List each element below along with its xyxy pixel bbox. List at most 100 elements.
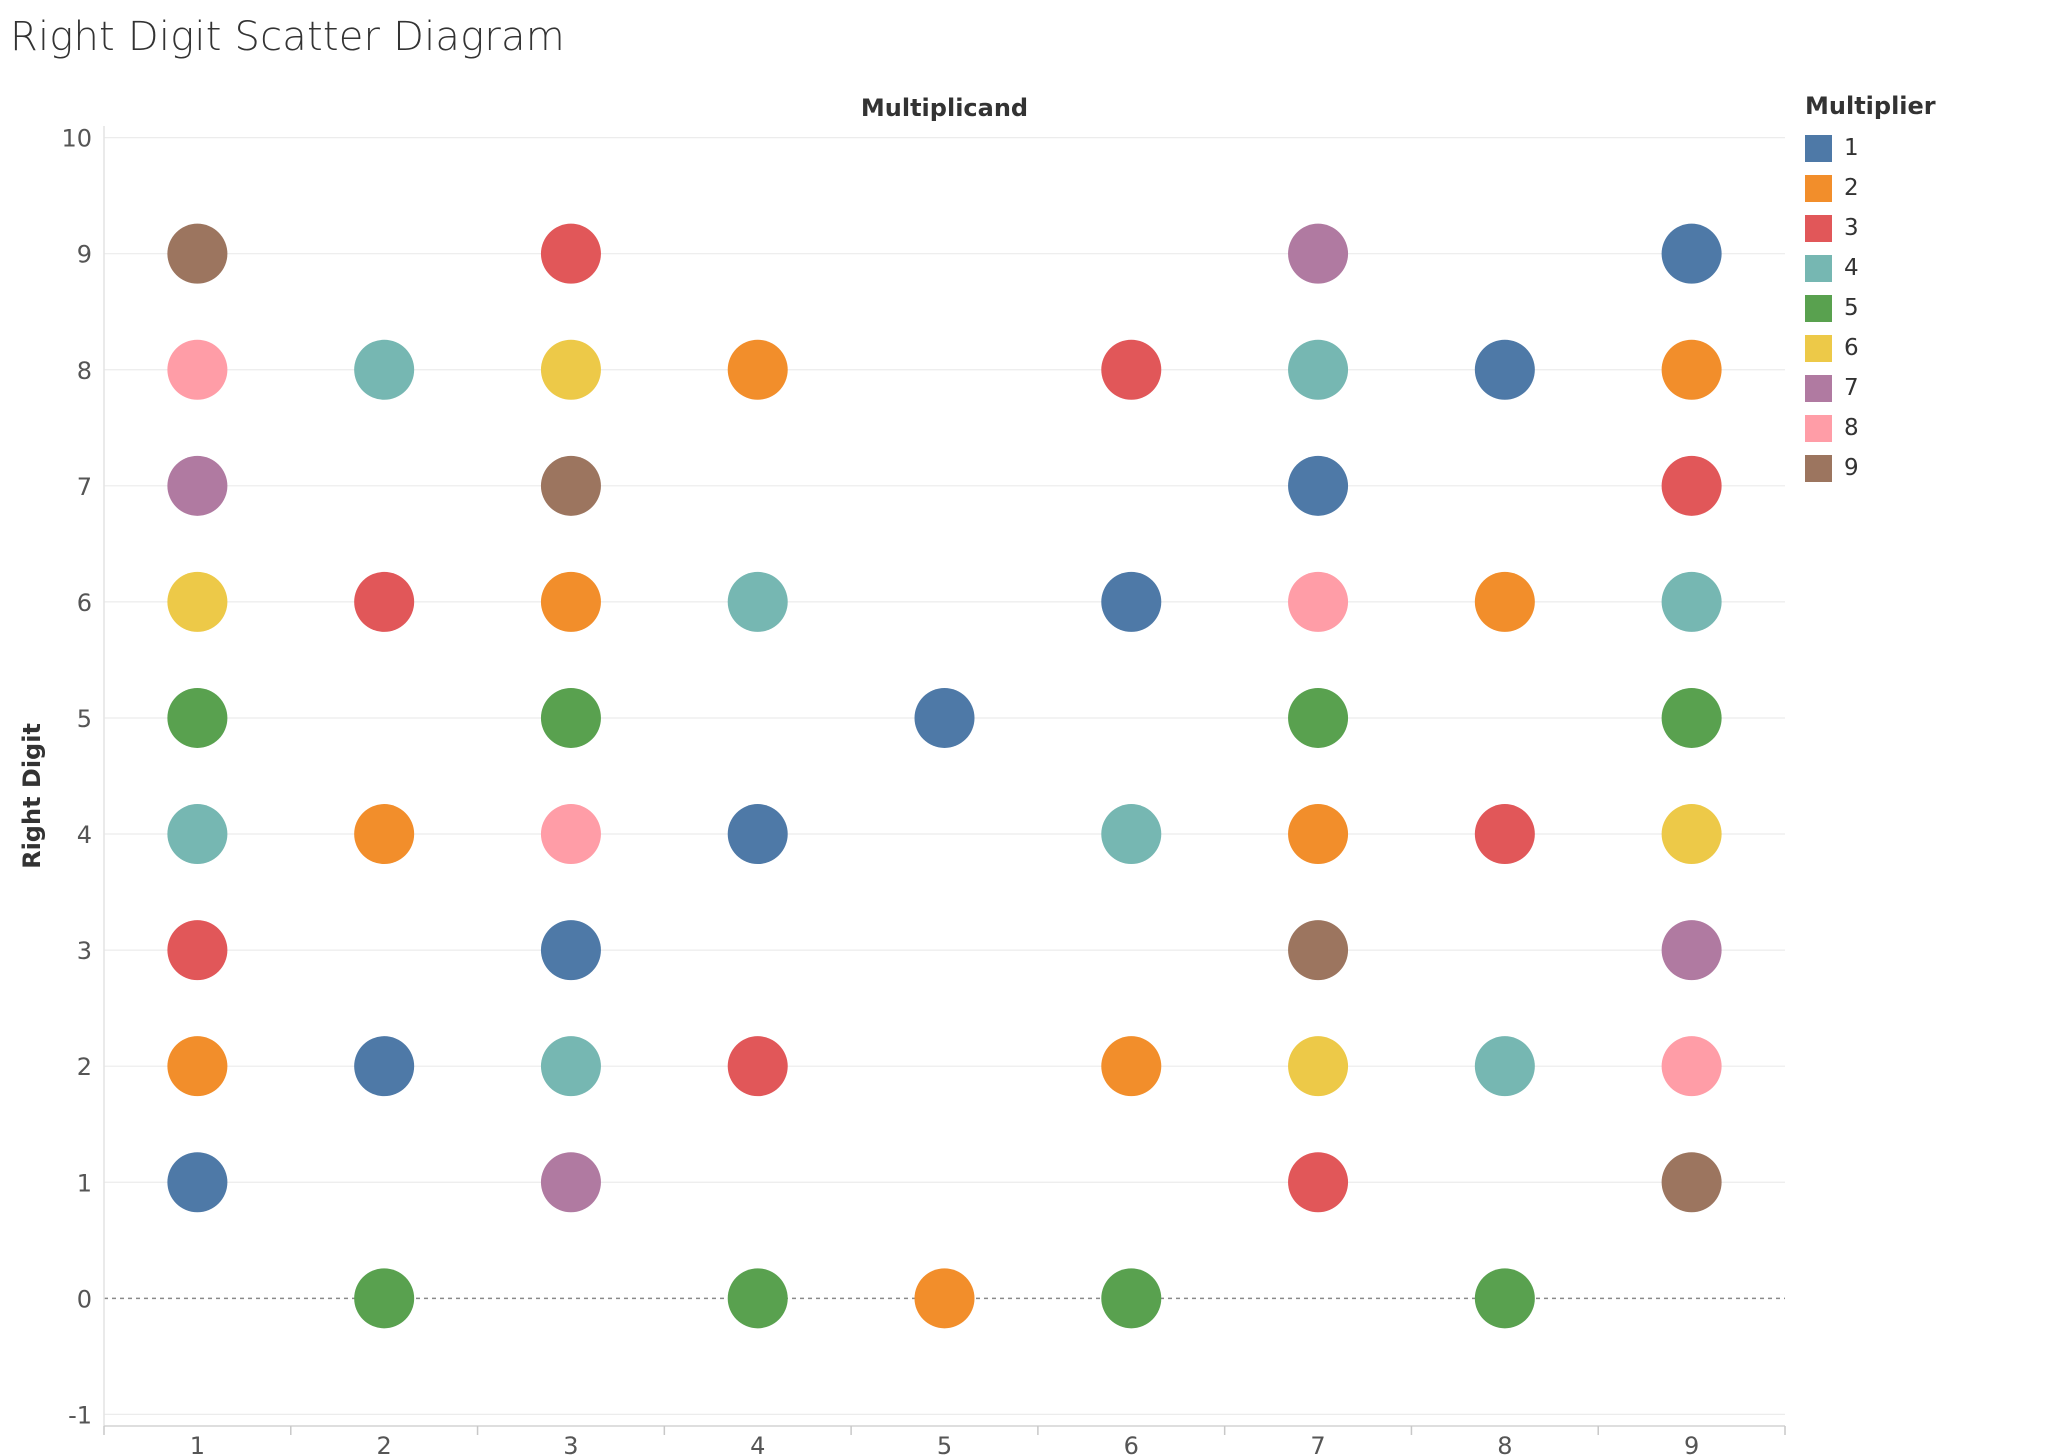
legend-swatch [1805,334,1832,362]
y-tick-label: 8 [77,357,92,385]
y-tick-label: 1 [77,1169,92,1197]
legend-label: 3 [1844,215,1859,241]
legend-swatch [1805,214,1832,242]
legend-label: 1 [1844,135,1859,161]
point-multiplier-7 [540,1152,601,1213]
point-multiplier-3 [540,223,601,284]
point-multiplier-7 [167,455,228,516]
point-multiplier-9 [1288,920,1349,981]
x-tick-label: 3 [563,1432,578,1456]
point-multiplier-3 [1101,339,1162,400]
point-multiplier-3 [727,1036,788,1097]
point-multiplier-1 [540,920,601,981]
legend-item-3[interactable]: 3 [1805,208,1936,248]
point-multiplier-3 [1474,804,1535,865]
point-multiplier-4 [167,804,228,865]
legend-item-1[interactable]: 1 [1805,128,1936,168]
legend-swatch [1805,414,1832,442]
y-tick-label: -1 [68,1401,92,1429]
legend-swatch [1805,294,1832,322]
point-multiplier-2 [1474,571,1535,632]
legend-items: 1 2 3 4 5 6 7 8 9 [1805,128,1936,488]
point-multiplier-1 [1288,455,1349,516]
y-tick-label: 7 [77,473,92,501]
x-tick-label: 9 [1684,1432,1699,1456]
legend-label: 7 [1844,375,1859,401]
x-tick-label: 8 [1497,1432,1512,1456]
y-tick-label: 3 [77,937,92,965]
legend: Multiplier 1 2 3 4 5 6 7 8 9 [1805,92,1936,488]
point-multiplier-9 [1661,1152,1722,1213]
legend-item-9[interactable]: 9 [1805,448,1936,488]
point-multiplier-5 [540,687,601,748]
point-multiplier-4 [354,339,415,400]
x-tick-label: 6 [1124,1432,1139,1456]
point-multiplier-7 [1288,223,1349,284]
x-tick-label: 2 [377,1432,392,1456]
x-tick-label: 7 [1310,1432,1325,1456]
point-multiplier-1 [1661,223,1722,284]
chart-title: Right Digit Scatter Diagram [10,14,565,60]
point-multiplier-7 [1661,920,1722,981]
point-multiplier-5 [727,1268,788,1329]
legend-item-2[interactable]: 2 [1805,168,1936,208]
point-multiplier-8 [167,339,228,400]
point-multiplier-1 [1101,571,1162,632]
point-multiplier-2 [727,339,788,400]
y-tick-label: 4 [77,821,92,849]
legend-swatch [1805,254,1832,282]
point-multiplier-2 [167,1036,228,1097]
point-multiplier-4 [1288,339,1349,400]
legend-label: 8 [1844,415,1859,441]
point-multiplier-3 [1288,1152,1349,1213]
legend-item-8[interactable]: 8 [1805,408,1936,448]
point-multiplier-5 [1101,1268,1162,1329]
point-multiplier-8 [1661,1036,1722,1097]
point-multiplier-5 [354,1268,415,1329]
point-multiplier-2 [354,804,415,865]
point-multiplier-5 [167,687,228,748]
data-points [167,223,1722,1329]
x-tick-label: 4 [750,1432,765,1456]
point-multiplier-1 [1474,339,1535,400]
y-tick-label: 9 [77,241,92,269]
point-multiplier-5 [1288,687,1349,748]
y-axis-title: Right Digit [18,723,46,869]
point-multiplier-1 [167,1152,228,1213]
point-multiplier-5 [1474,1268,1535,1329]
point-multiplier-1 [354,1036,415,1097]
legend-label: 6 [1844,335,1859,361]
point-multiplier-2 [540,571,601,632]
legend-label: 2 [1844,175,1859,201]
point-multiplier-4 [1101,804,1162,865]
y-tick-label: 5 [77,705,92,733]
point-multiplier-2 [1288,804,1349,865]
point-multiplier-6 [167,571,228,632]
legend-swatch [1805,374,1832,402]
y-tick-label: 10 [61,125,92,153]
legend-swatch [1805,454,1832,482]
point-multiplier-5 [1661,687,1722,748]
point-multiplier-3 [1661,455,1722,516]
point-multiplier-9 [167,223,228,284]
axis-labels: -1 0 1 2 3 4 5 6 7 8 9 10 1 2 3 4 5 6 7 8 9 Multiplicand Right… [18,94,1699,1456]
axes [103,126,1786,1435]
point-multiplier-4 [727,571,788,632]
point-multiplier-1 [727,804,788,865]
point-multiplier-8 [540,804,601,865]
legend-item-4[interactable]: 4 [1805,248,1936,288]
gridlines [104,137,1785,1415]
point-multiplier-2 [1101,1036,1162,1097]
point-multiplier-1 [914,687,975,748]
y-tick-label: 2 [77,1053,92,1081]
point-multiplier-6 [540,339,601,400]
legend-item-5[interactable]: 5 [1805,288,1936,328]
point-multiplier-9 [540,455,601,516]
point-multiplier-6 [1288,1036,1349,1097]
legend-swatch [1805,174,1832,202]
legend-item-7[interactable]: 7 [1805,368,1936,408]
legend-label: 9 [1844,455,1859,481]
x-tick-label: 5 [937,1432,952,1456]
legend-item-6[interactable]: 6 [1805,328,1936,368]
